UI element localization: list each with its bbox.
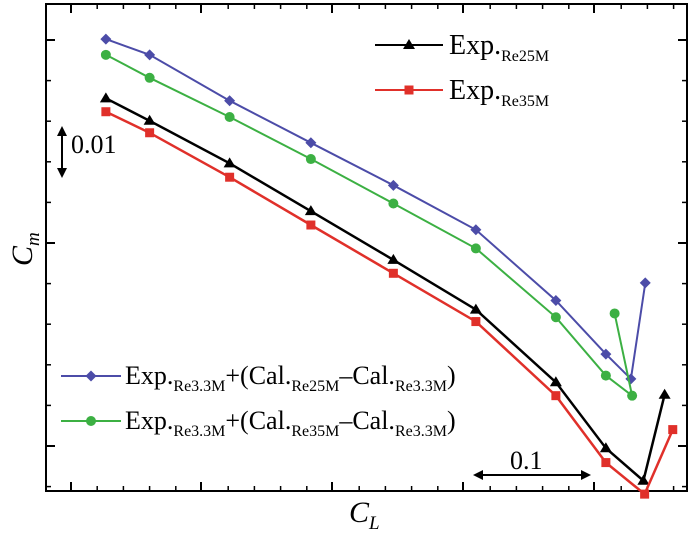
data-point-3-2 (224, 111, 235, 122)
data-point-1-3 (306, 220, 316, 230)
data-point-3-3 (305, 154, 316, 165)
x-axis-title-text: CL (349, 496, 380, 533)
series-2 (100, 33, 651, 385)
legend-marker-cal-re35m (86, 416, 96, 426)
data-point-1-0 (101, 107, 111, 117)
series-line-2 (105, 38, 647, 381)
legend-marker-exp-re35m (404, 85, 414, 95)
data-point-2-9 (639, 277, 651, 289)
legend-label-exp-re35m: Exp.Re35M (449, 75, 549, 110)
data-point-0-8 (637, 474, 650, 485)
data-point-3-0 (100, 49, 111, 60)
x-axis-title: CL (349, 496, 380, 533)
data-point-3-8 (627, 390, 638, 401)
data-point-1-8 (640, 489, 650, 499)
plot-frame (45, 3, 688, 492)
data-point-0-5 (469, 303, 482, 314)
series-line-1 (105, 110, 674, 497)
data-point-0-3 (304, 205, 317, 216)
data-point-3-4 (388, 198, 399, 209)
series-1 (101, 107, 678, 499)
data-point-3-5 (470, 243, 481, 254)
y-axis-title-text: Cm (6, 232, 44, 266)
data-point-0-0 (99, 92, 112, 103)
data-point-1-5 (471, 317, 481, 327)
data-point-2-1 (144, 49, 156, 61)
vertical-scale-bar: 0.01 (57, 126, 117, 178)
data-point-2-0 (100, 33, 112, 45)
data-point-1-2 (225, 172, 235, 182)
legend-entry-exp-re35m: Exp.Re35M (375, 75, 549, 110)
legend-label-exp-re25m: Exp.Re25M (449, 30, 549, 65)
series-line-0 (105, 97, 666, 483)
data-point-0-4 (387, 253, 400, 264)
axis-ticks (46, 4, 687, 491)
series-line-3 (105, 53, 634, 399)
data-point-0-2 (223, 157, 236, 168)
data-point-3-9 (609, 308, 620, 319)
legend-label-cal-re25m: Exp.Re3.3M+(Cal.Re25M–Cal.Re3.3M) (125, 361, 456, 395)
y-axis-title: Cm (6, 232, 44, 266)
legend-entry-cal-re35m: Exp.Re3.3M+(Cal.Re35M–Cal.Re3.3M) (61, 406, 456, 440)
data-point-2-5 (470, 224, 482, 236)
data-point-0-7 (599, 442, 612, 453)
data-point-2-6 (550, 295, 562, 307)
data-point-2-7 (600, 348, 612, 360)
data-point-2-2 (224, 95, 236, 107)
data-point-0-9 (658, 388, 671, 399)
data-point-2-3 (305, 137, 317, 149)
data-point-1-1 (145, 128, 155, 138)
data-point-1-4 (388, 268, 398, 278)
data-point-3-7 (600, 370, 611, 381)
legend-label-cal-re35m: Exp.Re3.3M+(Cal.Re35M–Cal.Re3.3M) (125, 406, 456, 440)
series-3 (100, 49, 638, 401)
legend-top-right: Exp.Re25M Exp.Re35M (375, 30, 549, 110)
data-point-1-7 (601, 458, 611, 468)
data-point-1-9 (668, 425, 678, 435)
series-layer (99, 33, 678, 499)
legend-entry-cal-re25m: Exp.Re3.3M+(Cal.Re25M–Cal.Re3.3M) (61, 361, 456, 395)
data-point-3-6 (550, 312, 561, 323)
data-point-0-1 (143, 114, 156, 125)
vertical-scale-label: 0.01 (71, 130, 117, 159)
legend-bottom-left: Exp.Re3.3M+(Cal.Re25M–Cal.Re3.3M) Exp.Re… (61, 361, 456, 440)
data-point-0-6 (549, 376, 562, 387)
data-point-3-1 (144, 72, 155, 83)
legend-entry-exp-re25m: Exp.Re25M (375, 30, 549, 65)
data-point-2-4 (387, 179, 399, 191)
legend-marker-cal-re25m (85, 370, 97, 382)
plot-border (45, 3, 688, 492)
series-0 (99, 92, 671, 485)
legend-marker-exp-re25m (403, 39, 415, 49)
horizontal-scale-bar: 0.1 (473, 446, 591, 480)
data-point-1-6 (551, 391, 561, 401)
horizontal-scale-label: 0.1 (510, 446, 543, 475)
